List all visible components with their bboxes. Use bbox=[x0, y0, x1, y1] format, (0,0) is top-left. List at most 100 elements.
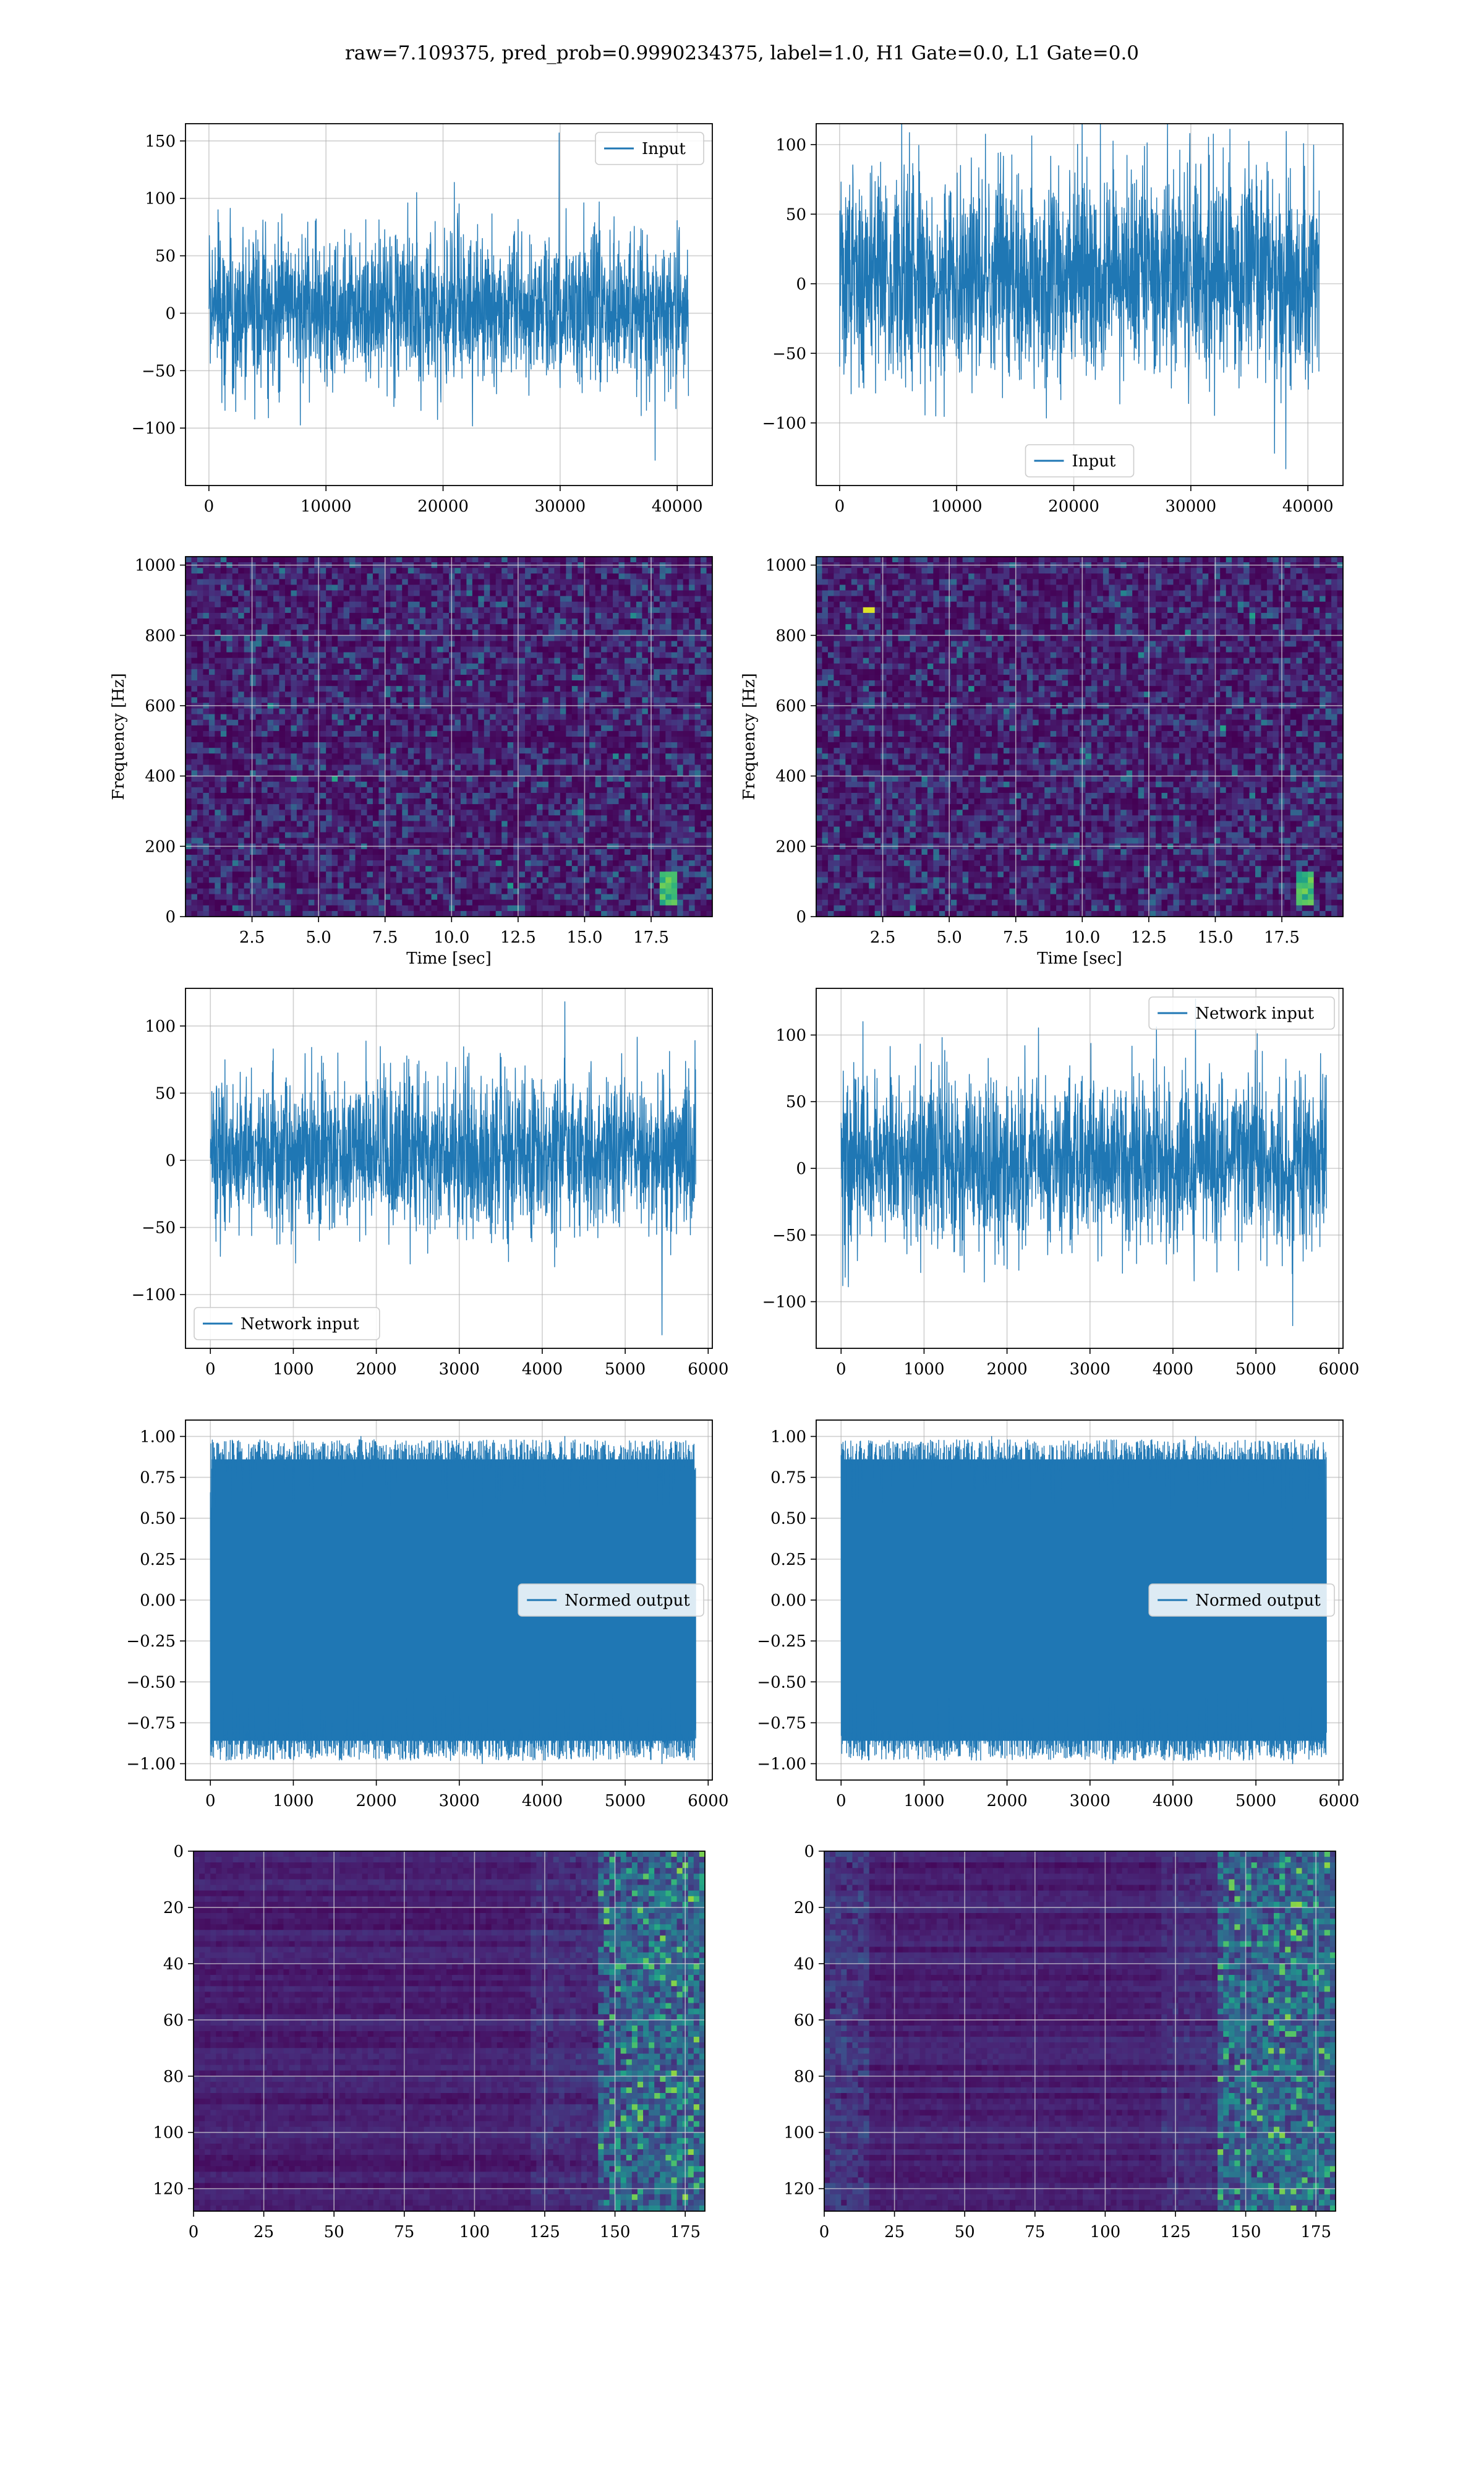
y-tick-label: 600 bbox=[775, 697, 806, 716]
x-tick-label: 125 bbox=[1160, 2223, 1191, 2241]
y-tick-label: 20 bbox=[794, 1899, 814, 1917]
x-tick-label: 40000 bbox=[1282, 497, 1334, 516]
chart-r2c1: 2.5 5.0 7.5 10.0 12.5 15.0 17.5 0 200 400 600 800 10… bbox=[109, 556, 713, 968]
legend: Normed output bbox=[1148, 1583, 1335, 1617]
x-tick-label: 15.0 bbox=[1198, 928, 1234, 947]
x-tick-label: 4000 bbox=[1153, 1360, 1193, 1379]
x-tick-label: 150 bbox=[600, 2223, 631, 2241]
legend-label: Normed output bbox=[1195, 1591, 1321, 1610]
y-tick-label: 100 bbox=[775, 1026, 806, 1045]
x-tick-label: 30000 bbox=[1166, 497, 1217, 516]
y-tick-label: 120 bbox=[153, 2180, 184, 2199]
x-tick-label: 150 bbox=[1230, 2223, 1261, 2241]
axes-frame bbox=[824, 1851, 1336, 2212]
y-tick-label: 400 bbox=[145, 768, 176, 786]
x-tick-label: 17.5 bbox=[1264, 928, 1300, 947]
chart-r1c2: 0 10000 20000 30000 40000 −100 −50 0 50 100 Input bbox=[762, 123, 1344, 516]
axes-frame bbox=[185, 123, 713, 486]
y-tick-label: 100 bbox=[153, 2124, 184, 2142]
y-tick-label: 800 bbox=[775, 627, 806, 645]
x-axis-label: Time [sec] bbox=[1037, 949, 1122, 968]
x-tick-label: 7.5 bbox=[372, 928, 398, 947]
x-tick-label: 6000 bbox=[688, 1360, 728, 1379]
y-tick-label: −100 bbox=[132, 1286, 176, 1304]
x-tick-label: 3000 bbox=[439, 1360, 480, 1379]
x-tick-label: 5.0 bbox=[305, 928, 331, 947]
x-tick-label: 0 bbox=[205, 1792, 216, 1810]
legend-label: Input bbox=[642, 140, 686, 158]
y-tick-label: 0.50 bbox=[140, 1510, 176, 1528]
x-tick-label: 75 bbox=[394, 2223, 414, 2241]
x-tick-label: 2.5 bbox=[870, 928, 895, 947]
y-axis-label: Frequency [Hz] bbox=[740, 673, 759, 800]
x-tick-label: 100 bbox=[459, 2223, 490, 2241]
x-tick-label: 0 bbox=[819, 2223, 830, 2241]
y-tick-label: 100 bbox=[145, 190, 176, 208]
series-line bbox=[208, 132, 689, 461]
y-tick-label: 40 bbox=[163, 1955, 184, 1974]
y-tick-label: −0.75 bbox=[126, 1714, 176, 1732]
x-tick-label: 125 bbox=[529, 2223, 560, 2241]
legend: Input bbox=[595, 132, 704, 165]
y-tick-label: 1000 bbox=[135, 557, 176, 575]
y-tick-label: −0.25 bbox=[757, 1632, 806, 1651]
y-tick-label: 100 bbox=[145, 1017, 176, 1036]
y-tick-label: −50 bbox=[142, 1219, 176, 1238]
x-tick-label: 2000 bbox=[356, 1360, 397, 1379]
x-tick-label: 50 bbox=[955, 2223, 975, 2241]
y-tick-label: −0.50 bbox=[757, 1673, 806, 1692]
y-tick-label: 1.00 bbox=[770, 1427, 806, 1446]
x-tick-label: 5000 bbox=[1235, 1360, 1276, 1379]
y-tick-label: 0 bbox=[165, 908, 176, 927]
x-tick-label: 4000 bbox=[1153, 1792, 1193, 1810]
x-tick-label: 3000 bbox=[1070, 1360, 1111, 1379]
x-tick-label: 1000 bbox=[903, 1792, 944, 1810]
legend-label: Network input bbox=[1195, 1004, 1314, 1023]
y-tick-label: −0.75 bbox=[757, 1714, 806, 1732]
y-tick-label: −50 bbox=[142, 362, 176, 380]
chart-r1c1: 0 10000 20000 30000 40000 −100 −50 0 50 100 150 Inp… bbox=[132, 123, 713, 516]
x-tick-label: 1000 bbox=[273, 1792, 313, 1810]
y-tick-label: −1.00 bbox=[757, 1755, 806, 1774]
y-tick-label: 0.50 bbox=[770, 1510, 806, 1528]
x-tick-label: 5.0 bbox=[936, 928, 962, 947]
y-tick-label: 0.25 bbox=[140, 1551, 176, 1569]
y-tick-label: 0.75 bbox=[770, 1469, 806, 1487]
axes-frame bbox=[816, 556, 1344, 917]
x-tick-label: 20000 bbox=[417, 497, 469, 516]
x-tick-label: 2000 bbox=[356, 1792, 397, 1810]
y-tick-label: −0.50 bbox=[126, 1673, 176, 1692]
y-tick-label: 1.00 bbox=[140, 1427, 176, 1446]
axes-frame bbox=[185, 988, 713, 1349]
y-tick-label: 120 bbox=[783, 2180, 814, 2199]
x-tick-label: 0 bbox=[836, 1360, 846, 1379]
y-tick-label: 200 bbox=[145, 837, 176, 856]
x-tick-label: 100 bbox=[1090, 2223, 1121, 2241]
y-tick-label: 50 bbox=[786, 205, 806, 224]
x-tick-label: 5000 bbox=[605, 1792, 646, 1810]
x-tick-label: 10.0 bbox=[433, 928, 469, 947]
heatmap-cells bbox=[194, 1851, 705, 2211]
chart-r2c2: 2.5 5.0 7.5 10.0 12.5 15.0 17.5 0 200 400 600 800 10… bbox=[740, 556, 1344, 968]
y-tick-label: 0 bbox=[804, 1843, 814, 1861]
x-tick-label: 2000 bbox=[987, 1360, 1028, 1379]
x-tick-label: 175 bbox=[670, 2223, 701, 2241]
axes-frame bbox=[185, 556, 713, 917]
x-tick-label: 0 bbox=[835, 497, 845, 516]
x-tick-label: 4000 bbox=[522, 1360, 563, 1379]
series-line bbox=[210, 1001, 696, 1335]
y-tick-label: −0.25 bbox=[126, 1632, 176, 1651]
y-tick-label: 60 bbox=[794, 2011, 814, 2030]
y-axis-label: Frequency [Hz] bbox=[109, 673, 128, 800]
series-line bbox=[839, 124, 1320, 469]
y-tick-label: 800 bbox=[145, 627, 176, 645]
y-tick-label: 0.00 bbox=[770, 1591, 806, 1610]
y-tick-label: 200 bbox=[775, 837, 806, 856]
x-tick-label: 0 bbox=[204, 497, 215, 516]
axes-frame bbox=[193, 1851, 706, 2212]
x-tick-label: 25 bbox=[254, 2223, 274, 2241]
y-tick-label: 0.00 bbox=[140, 1591, 176, 1610]
series-line bbox=[840, 998, 1327, 1327]
x-tick-label: 1000 bbox=[903, 1360, 944, 1379]
